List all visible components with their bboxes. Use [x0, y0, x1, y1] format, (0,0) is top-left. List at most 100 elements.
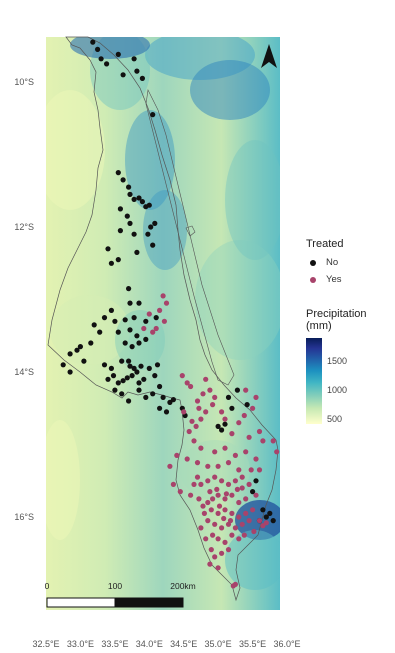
point-yes: [225, 481, 232, 487]
point-no: [108, 260, 114, 266]
point-no: [225, 394, 232, 400]
point-no: [154, 362, 161, 368]
point-no: [88, 340, 94, 346]
point-yes: [232, 581, 238, 588]
scale-label-100: 100: [108, 581, 122, 591]
precip-patch: [46, 420, 80, 540]
point-no: [74, 347, 80, 353]
y-tick-label: 14°S: [14, 367, 34, 377]
point-yes: [194, 474, 201, 480]
point-yes: [250, 507, 256, 513]
point-no: [67, 369, 73, 375]
point-no: [134, 249, 140, 255]
point-no: [98, 56, 104, 62]
point-yes: [212, 474, 218, 480]
point-no: [160, 394, 166, 400]
legend-item-no: No: [310, 254, 344, 271]
x-tick-label: 34.5°E: [170, 639, 197, 649]
point-yes: [207, 561, 213, 567]
point-yes: [205, 478, 211, 484]
point-no: [115, 257, 121, 263]
point-no: [122, 340, 128, 346]
point-no: [115, 380, 121, 386]
point-no: [129, 373, 135, 379]
point-no: [170, 397, 176, 403]
point-yes: [201, 510, 207, 516]
point-no: [234, 387, 240, 393]
point-no: [244, 402, 250, 408]
point-yes: [216, 503, 223, 509]
y-tick-label: 10°S: [14, 77, 34, 87]
scale-label-200: 200km: [170, 581, 196, 591]
point-yes: [260, 523, 266, 529]
point-yes: [246, 518, 252, 524]
point-yes: [205, 518, 211, 524]
point-no: [150, 391, 156, 397]
y-tick-label: 16°S: [14, 512, 34, 522]
point-no: [117, 206, 123, 212]
legend-label-no: No: [326, 257, 339, 268]
point-yes: [191, 481, 197, 487]
point-yes: [219, 478, 225, 484]
point-yes: [219, 525, 225, 531]
point-no: [124, 213, 130, 219]
point-yes: [219, 409, 225, 415]
point-yes: [203, 409, 209, 415]
point-no: [157, 383, 163, 390]
point-no: [215, 423, 221, 429]
precip-patch: [225, 140, 280, 260]
point-yes: [194, 460, 201, 466]
point-no: [138, 363, 144, 369]
point-no: [95, 46, 101, 53]
point-yes: [223, 491, 229, 497]
x-tick-label: 33.0°E: [67, 639, 94, 649]
point-yes: [212, 394, 218, 400]
point-yes: [177, 489, 183, 495]
point-yes: [210, 496, 216, 502]
point-no: [126, 358, 132, 364]
point-no: [136, 300, 142, 306]
point-no: [153, 315, 159, 321]
point-no: [163, 409, 170, 415]
point-yes: [246, 434, 252, 440]
point-no: [136, 380, 142, 386]
point-no: [136, 340, 142, 346]
colorbar-gradient: [306, 338, 322, 424]
point-no: [101, 362, 108, 368]
legend-swatch-yes: [310, 276, 316, 283]
y-tick-label: 12°S: [14, 222, 34, 232]
point-yes: [200, 503, 206, 509]
point-yes: [248, 467, 254, 473]
point-yes: [188, 383, 194, 390]
point-no: [134, 369, 140, 375]
point-yes: [243, 510, 249, 516]
point-yes: [205, 499, 211, 506]
point-yes: [141, 325, 147, 332]
point-yes: [253, 456, 259, 462]
legend-treated-title: Treated: [306, 238, 344, 250]
point-no: [134, 68, 140, 74]
legend-precipitation: Precipitation (mm) 1500 1000 500: [306, 308, 395, 424]
point-yes: [160, 293, 166, 299]
point-yes: [184, 380, 190, 386]
point-no: [139, 75, 145, 81]
point-no: [157, 405, 163, 411]
point-yes: [222, 496, 228, 502]
point-yes: [181, 409, 187, 415]
point-yes: [243, 496, 249, 502]
lake-malawi-outline: [145, 89, 235, 386]
point-no: [131, 196, 137, 202]
point-no: [143, 336, 149, 342]
point-yes: [167, 463, 173, 469]
point-yes: [205, 463, 211, 469]
point-no: [143, 394, 149, 400]
point-yes: [221, 515, 227, 522]
precip-patch: [143, 190, 187, 270]
point-no: [260, 507, 266, 513]
point-no: [127, 363, 133, 369]
point-yes: [225, 547, 232, 553]
point-yes: [256, 467, 263, 473]
point-yes: [184, 456, 190, 462]
point-no: [122, 317, 128, 323]
